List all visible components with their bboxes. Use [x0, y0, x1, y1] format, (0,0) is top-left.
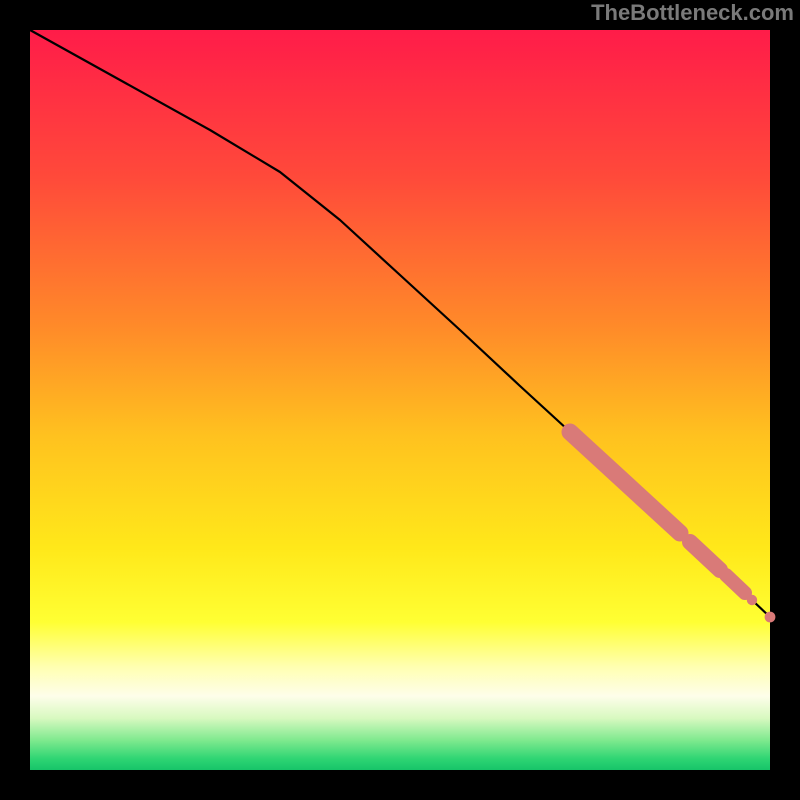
gradient-chart — [0, 0, 800, 800]
attribution-text: TheBottleneck.com — [591, 0, 794, 26]
chart-canvas: TheBottleneck.com — [0, 0, 800, 800]
